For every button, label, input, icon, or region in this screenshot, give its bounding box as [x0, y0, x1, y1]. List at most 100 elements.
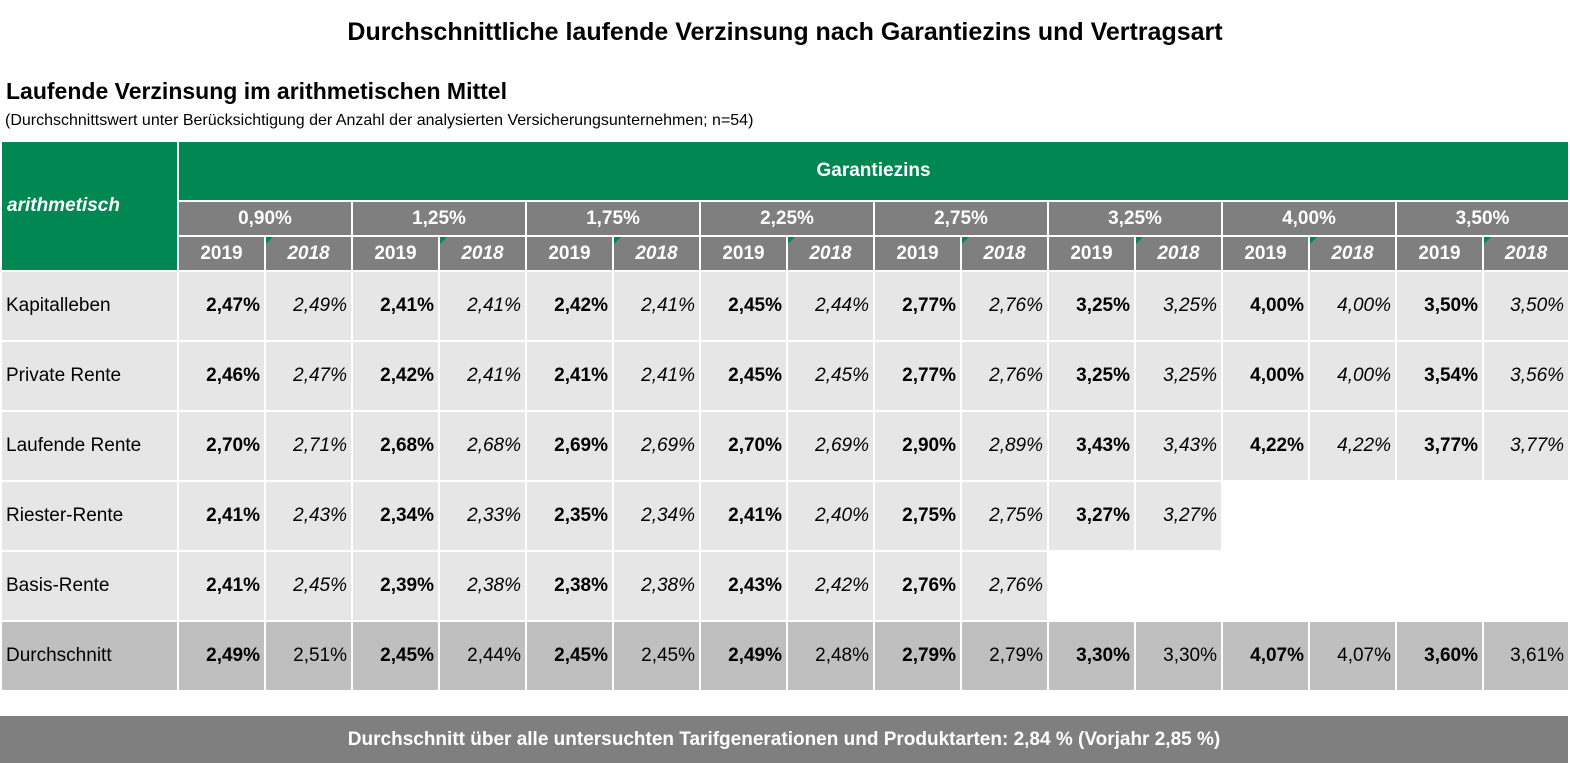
value-cell-2019: 3,50%	[1395, 270, 1484, 342]
year-header-current: 2019	[351, 235, 440, 272]
value-cell-2019: 4,00%	[1221, 270, 1310, 342]
row-label: Private Rente	[0, 340, 179, 412]
empty-cell	[1221, 550, 1310, 622]
rate-header: 2,75%	[873, 200, 1049, 237]
value-cell-2018: 2,38%	[438, 550, 527, 622]
value-cell-2018: 3,56%	[1481, 340, 1570, 412]
interest-rate-table: arithmetisch Garantiezins 0,90% 1,25% 1,75…	[0, 140, 1570, 692]
year-header-current: 2019	[1221, 235, 1310, 272]
value-cell-2019: 2,68%	[351, 410, 440, 482]
value-cell-2019: 3,77%	[1395, 410, 1484, 482]
year-header-previous-text: 2018	[635, 242, 678, 264]
value-cell-2019: 3,27%	[1047, 480, 1136, 552]
value-cell-2018: 2,76%	[960, 340, 1049, 412]
comment-marker-icon	[267, 238, 273, 244]
year-header-previous: 2018	[960, 235, 1049, 272]
row-label: Durchschnitt	[0, 620, 179, 692]
value-cell-2019: 2,47%	[177, 270, 266, 342]
value-cell-2019: 2,76%	[873, 550, 962, 622]
empty-cell	[1395, 550, 1484, 622]
value-cell-2019: 2,90%	[873, 410, 962, 482]
value-cell-2019: 2,45%	[699, 270, 788, 342]
value-cell-2019: 2,38%	[525, 550, 614, 622]
empty-cell	[1308, 550, 1397, 622]
value-cell-2018: 2,68%	[438, 410, 527, 482]
value-cell-2019: 2,79%	[873, 620, 962, 692]
value-cell-2019: 2,69%	[525, 410, 614, 482]
value-cell-2018: 2,75%	[960, 480, 1049, 552]
rate-header: 0,90%	[177, 200, 353, 237]
year-header-current: 2019	[1395, 235, 1484, 272]
methodology-note: (Durchschnittswert unter Berücksichtigun…	[5, 112, 754, 129]
year-header-current: 2019	[1047, 235, 1136, 272]
value-cell-2018: 2,45%	[786, 340, 875, 412]
year-header-row: 2019 2018 2019 2018 2019 2018 2019 2018 2019 2018…	[1, 235, 1570, 272]
year-header-previous: 2018	[1308, 235, 1397, 272]
value-cell-2019: 4,00%	[1221, 340, 1310, 412]
garantiezins-header: Garantiezins	[176, 140, 1570, 202]
value-cell-2019: 2,35%	[525, 480, 614, 552]
value-cell-2019: 3,25%	[1047, 270, 1136, 342]
table-row: Basis-Rente 2,41% 2,45% 2,39% 2,38% 2,38% 2,38…	[0, 550, 1570, 622]
table-row: Riester-Rente 2,41% 2,43% 2,34% 2,33% 2,35% 2,…	[0, 480, 1570, 552]
value-cell-2019: 2,46%	[177, 340, 266, 412]
row-label: Basis-Rente	[0, 550, 179, 622]
value-cell-2019: 2,41%	[177, 480, 266, 552]
value-cell-2018: 2,69%	[612, 410, 701, 482]
comment-marker-icon	[615, 238, 621, 244]
year-header-previous-text: 2018	[1504, 242, 1548, 264]
year-header-previous-text: 2018	[1331, 242, 1374, 264]
value-cell-2019: 2,70%	[177, 410, 266, 482]
row-label: Laufende Rente	[0, 410, 179, 482]
rate-header: 1,75%	[525, 200, 701, 237]
value-cell-2018: 2,34%	[612, 480, 701, 552]
year-header-current: 2019	[525, 235, 614, 272]
value-cell-2018: 2,69%	[786, 410, 875, 482]
value-cell-2019: 2,34%	[351, 480, 440, 552]
year-header-current: 2019	[177, 235, 266, 272]
value-cell-2018: 4,22%	[1308, 410, 1397, 482]
empty-cell	[1221, 480, 1310, 552]
value-cell-2019: 3,30%	[1047, 620, 1136, 692]
table-row: Private Rente 2,46% 2,47% 2,42% 2,41% 2,41% 2,…	[0, 340, 1570, 412]
value-cell-2018: 2,51%	[264, 620, 353, 692]
value-cell-2018: 2,45%	[264, 550, 353, 622]
year-header-previous-text: 2018	[287, 242, 330, 264]
value-cell-2018: 2,42%	[786, 550, 875, 622]
value-cell-2019: 3,43%	[1047, 410, 1136, 482]
year-header-previous-text: 2018	[809, 242, 852, 264]
value-cell-2018: 4,07%	[1308, 620, 1397, 692]
value-cell-2019: 3,60%	[1395, 620, 1484, 692]
value-cell-2018: 2,48%	[786, 620, 875, 692]
value-cell-2018: 2,89%	[960, 410, 1049, 482]
value-cell-2018: 3,77%	[1481, 410, 1570, 482]
value-cell-2019: 2,41%	[351, 270, 440, 342]
page-title: Durchschnittliche laufende Verzinsung na…	[347, 18, 1223, 46]
rate-header: 1,25%	[351, 200, 527, 237]
value-cell-2019: 2,42%	[525, 270, 614, 342]
value-cell-2018: 3,27%	[1134, 480, 1223, 552]
empty-cell	[1134, 550, 1223, 622]
value-cell-2018: 2,43%	[264, 480, 353, 552]
comment-marker-icon	[441, 238, 447, 244]
section-subtitle: Laufende Verzinsung im arithmetischen Mi…	[6, 78, 507, 104]
value-cell-2018: 2,41%	[612, 270, 701, 342]
value-cell-2018: 2,71%	[264, 410, 353, 482]
value-cell-2019: 2,41%	[177, 550, 266, 622]
empty-cell	[1481, 480, 1570, 552]
value-cell-2018: 2,40%	[786, 480, 875, 552]
row-label: Riester-Rente	[0, 480, 179, 552]
value-cell-2019: 2,70%	[699, 410, 788, 482]
rate-header-row: 0,90% 1,25% 1,75% 2,25% 2,75% 3,25% 4,00% 3,50%	[1, 200, 1570, 237]
value-cell-2018: 2,45%	[612, 620, 701, 692]
value-cell-2018: 2,33%	[438, 480, 527, 552]
value-cell-2018: 2,47%	[264, 340, 353, 412]
value-cell-2018: 2,44%	[786, 270, 875, 342]
rate-header: 3,50%	[1394, 200, 1570, 237]
comment-marker-icon	[1311, 238, 1317, 244]
year-header-previous: 2018	[1134, 235, 1223, 272]
value-cell-2019: 2,41%	[525, 340, 614, 412]
value-cell-2018: 2,79%	[960, 620, 1049, 692]
value-cell-2018: 2,76%	[960, 270, 1049, 342]
value-cell-2019: 4,22%	[1221, 410, 1310, 482]
